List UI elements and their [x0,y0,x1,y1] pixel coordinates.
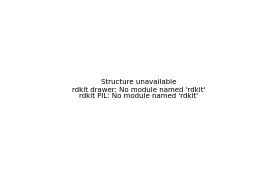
Text: Structure unavailable
rdkit drawer: No module named 'rdkit'
rdkit PIL: No module: Structure unavailable rdkit drawer: No m… [72,79,206,100]
